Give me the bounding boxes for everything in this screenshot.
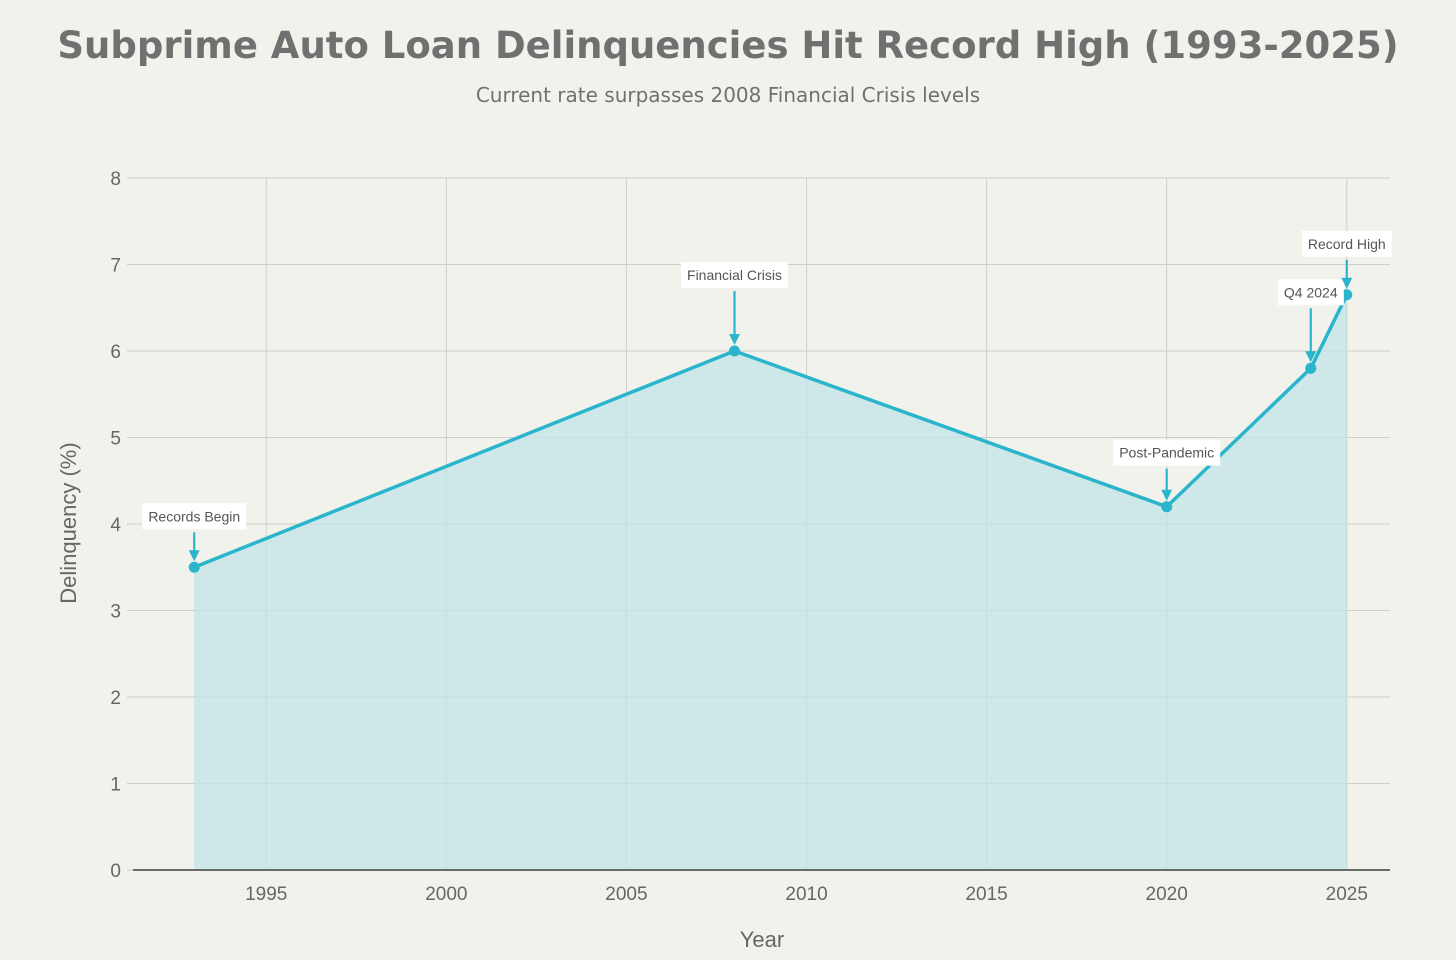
annotation-box — [1301, 230, 1392, 257]
x-tick-label: 2000 — [425, 884, 467, 905]
annotation-box — [1113, 439, 1221, 466]
y-axis-title: Delinquency (%) — [56, 442, 81, 603]
annotation-arrowhead — [1305, 351, 1317, 363]
x-tick-label: 2025 — [1326, 884, 1368, 905]
x-tick-label: 2015 — [965, 884, 1007, 905]
annotation-box — [1277, 279, 1344, 306]
annotations: Records Begin Financial Crisis Post-Pandem… — [142, 230, 1392, 562]
annotation-label: Q4 2024 — [1284, 284, 1338, 300]
chart-subtitle: Current rate surpasses 2008 Financial Cr… — [475, 83, 981, 107]
y-tick-label: 1 — [110, 775, 121, 796]
annotation-box — [142, 503, 247, 530]
y-tick-label: 3 — [110, 602, 121, 623]
x-tick-label: 2020 — [1146, 884, 1188, 905]
annotation-arrowhead — [188, 550, 200, 562]
x-tick-label: 2005 — [605, 884, 647, 905]
data-point — [1341, 289, 1353, 301]
annotation-arrowhead — [1161, 489, 1173, 501]
y-tick-label: 6 — [110, 342, 121, 363]
annotation-label: Financial Crisis — [687, 267, 782, 283]
y-tick-label: 2 — [110, 688, 121, 709]
data-point — [728, 345, 740, 357]
data-point — [1305, 362, 1317, 374]
axes: 0 1 2 3 4 5 6 7 8 1995 2000 2005 2010 2015 2020 2025 — [110, 169, 1390, 905]
y-tick-label: 8 — [110, 169, 121, 190]
annotation-arrowhead — [728, 334, 740, 345]
annotation-label: Post-Pandemic — [1119, 445, 1214, 461]
y-tick-label: 0 — [110, 861, 121, 882]
data-point — [188, 561, 200, 573]
data-point — [1161, 501, 1173, 513]
x-axis-title: Year — [740, 927, 784, 952]
annotation-label: Records Begin — [148, 508, 240, 524]
x-tick-label: 1995 — [245, 884, 287, 905]
y-tick-label: 4 — [110, 515, 121, 536]
y-tick-label: 5 — [110, 429, 121, 450]
annotation-arrowhead — [1341, 277, 1353, 289]
annotation-label: Record High — [1308, 236, 1386, 252]
area-fill — [194, 294, 1347, 870]
chart-title: Subprime Auto Loan Delinquencies Hit Rec… — [57, 24, 1399, 67]
annotation-box — [681, 262, 788, 288]
plot-area — [188, 289, 1353, 870]
x-tick-label: 2010 — [785, 884, 827, 905]
y-tick-label: 7 — [110, 256, 121, 277]
